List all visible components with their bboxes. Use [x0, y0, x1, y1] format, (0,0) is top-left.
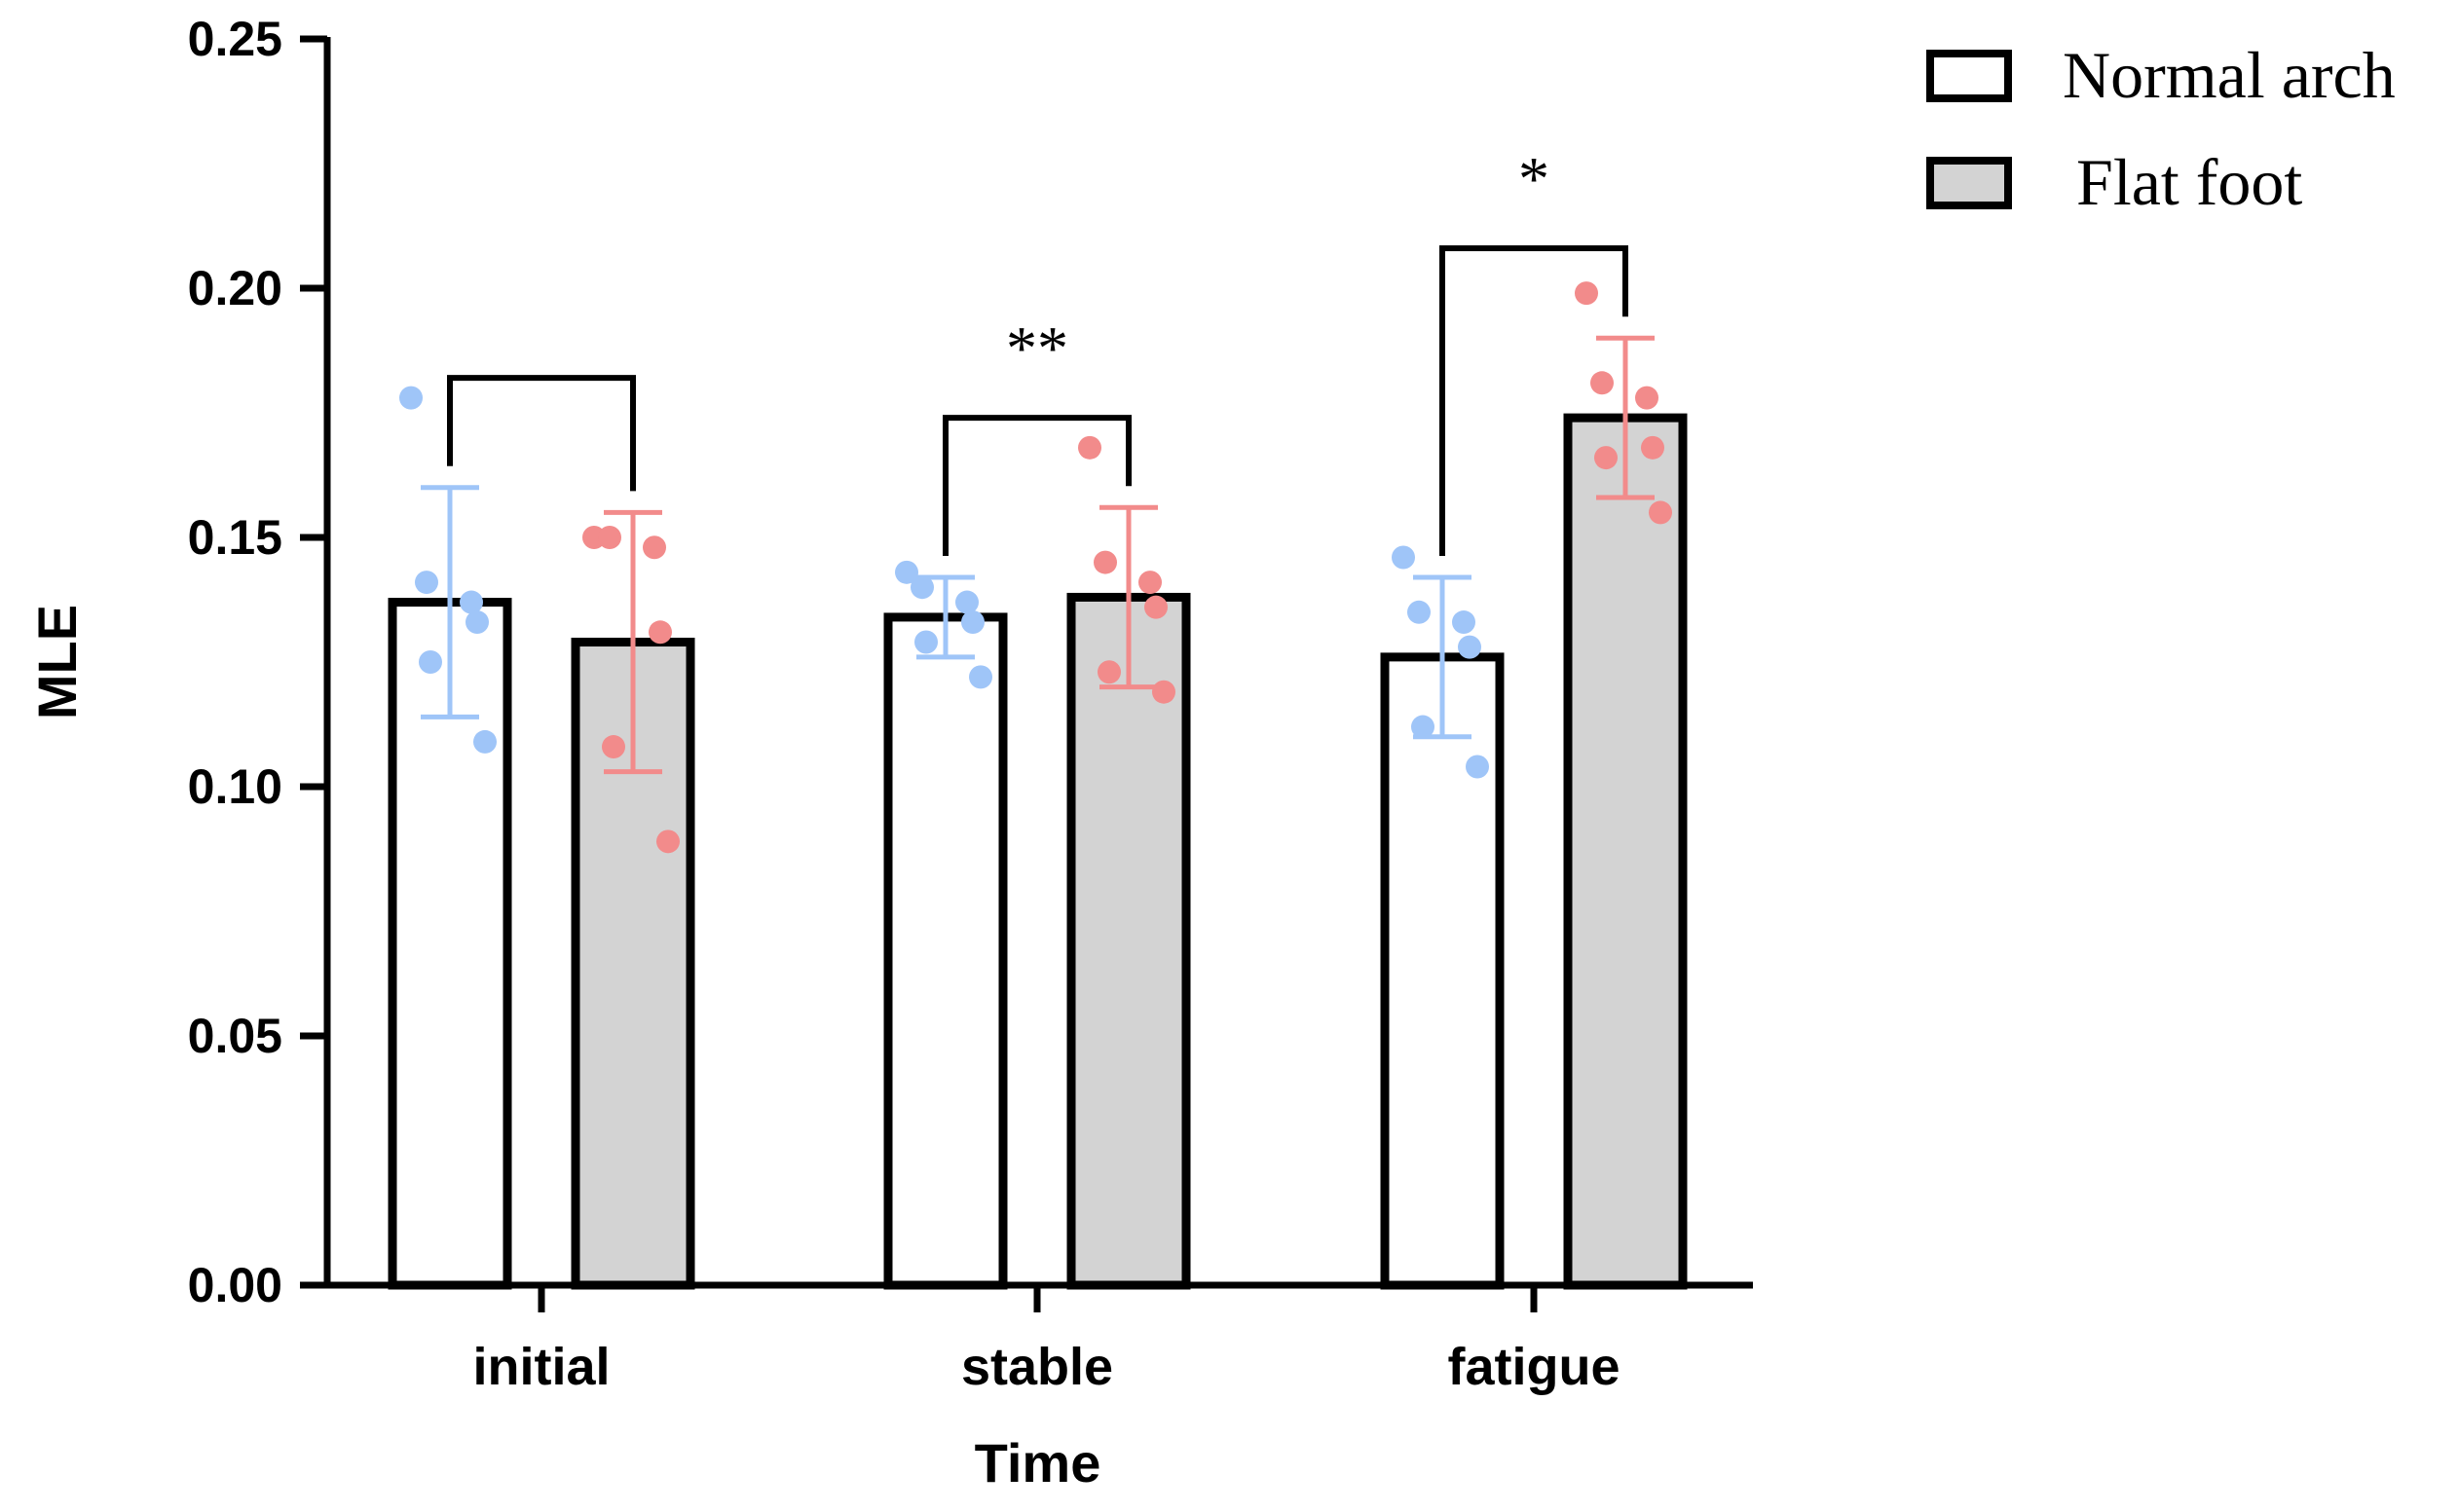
point-flat-foot-stable — [1098, 660, 1121, 684]
point-normal-arch-fatigue — [1411, 715, 1434, 739]
significance-layer: *** — [447, 144, 1628, 556]
x-tick-label-fatigue: fatigue — [1447, 1338, 1620, 1396]
point-normal-arch-initial — [415, 571, 438, 595]
point-normal-arch-stable — [914, 630, 938, 654]
y-tick-label: 0.00 — [188, 1258, 282, 1312]
point-normal-arch-fatigue — [1392, 545, 1415, 570]
point-flat-foot-fatigue — [1649, 500, 1672, 525]
significance-bracket-fatigue — [1439, 245, 1628, 556]
x-tick-label-initial: initial — [472, 1338, 610, 1396]
point-normal-arch-initial — [399, 386, 423, 410]
point-normal-arch-stable — [961, 610, 985, 635]
point-flat-foot-fatigue — [1635, 386, 1658, 410]
y-axis-title: MLE — [26, 605, 88, 719]
point-flat-foot-fatigue — [1594, 446, 1618, 470]
point-normal-arch-stable — [895, 560, 918, 584]
point-flat-foot-fatigue — [1641, 435, 1664, 460]
legend-label-flat-foot: Flat foot — [2076, 145, 2302, 219]
point-flat-foot-fatigue — [1590, 371, 1614, 395]
y-tick-label: 0.15 — [188, 510, 282, 565]
bars-layer — [388, 413, 1688, 1290]
x-tick-label-stable: stable — [961, 1338, 1113, 1396]
point-flat-foot-fatigue — [1575, 281, 1598, 306]
significance-bracket-stable — [943, 415, 1132, 556]
bar-normal-arch-fatigue — [1380, 652, 1505, 1290]
y-tick-label: 0.10 — [188, 759, 282, 814]
point-normal-arch-stable — [955, 590, 979, 614]
y-tick-label: 0.05 — [188, 1009, 282, 1063]
point-flat-foot-initial — [643, 535, 666, 560]
significance-label-fatigue: * — [1518, 144, 1549, 213]
point-normal-arch-stable — [969, 665, 992, 689]
point-normal-arch-initial — [460, 590, 483, 614]
point-flat-foot-stable — [1138, 571, 1162, 595]
point-normal-arch-initial — [473, 729, 497, 754]
point-flat-foot-stable — [1152, 680, 1175, 704]
point-flat-foot-initial — [602, 735, 625, 759]
point-normal-arch-fatigue — [1458, 635, 1481, 659]
points-layer — [399, 281, 1672, 854]
point-normal-arch-initial — [466, 610, 489, 635]
point-normal-arch-fatigue — [1466, 755, 1489, 779]
legend-swatch-flat-foot — [1926, 157, 2012, 209]
legend-label-normal-arch: Normal arch — [2063, 38, 2396, 112]
significance-label-stable: ** — [1006, 313, 1068, 383]
y-tick-label: 0.20 — [188, 261, 282, 315]
point-flat-foot-initial — [649, 620, 672, 645]
error-bars-layer — [421, 335, 1655, 775]
point-normal-arch-initial — [419, 650, 442, 674]
y-tick-label: 0.25 — [188, 12, 282, 66]
significance-bracket-initial — [447, 375, 636, 492]
x-axis-title: Time — [975, 1432, 1101, 1494]
bar-normal-arch-stable — [883, 612, 1008, 1290]
point-flat-foot-initial — [598, 526, 621, 549]
point-flat-foot-stable — [1094, 550, 1117, 574]
legend-swatch-normal-arch — [1926, 50, 2012, 102]
bar-flat-foot-fatigue — [1563, 413, 1688, 1290]
point-normal-arch-stable — [911, 575, 934, 600]
point-flat-foot-stable — [1144, 595, 1168, 619]
point-normal-arch-fatigue — [1452, 610, 1475, 635]
point-flat-foot-initial — [656, 830, 680, 854]
point-normal-arch-fatigue — [1407, 600, 1431, 624]
axes-layer: 0.00 0.05 0.10 0.15 0.20 0.25 initial stable fat… — [26, 12, 1753, 1494]
legend: Normal arch Flat foot — [1926, 38, 2396, 219]
point-flat-foot-stable — [1078, 435, 1101, 460]
